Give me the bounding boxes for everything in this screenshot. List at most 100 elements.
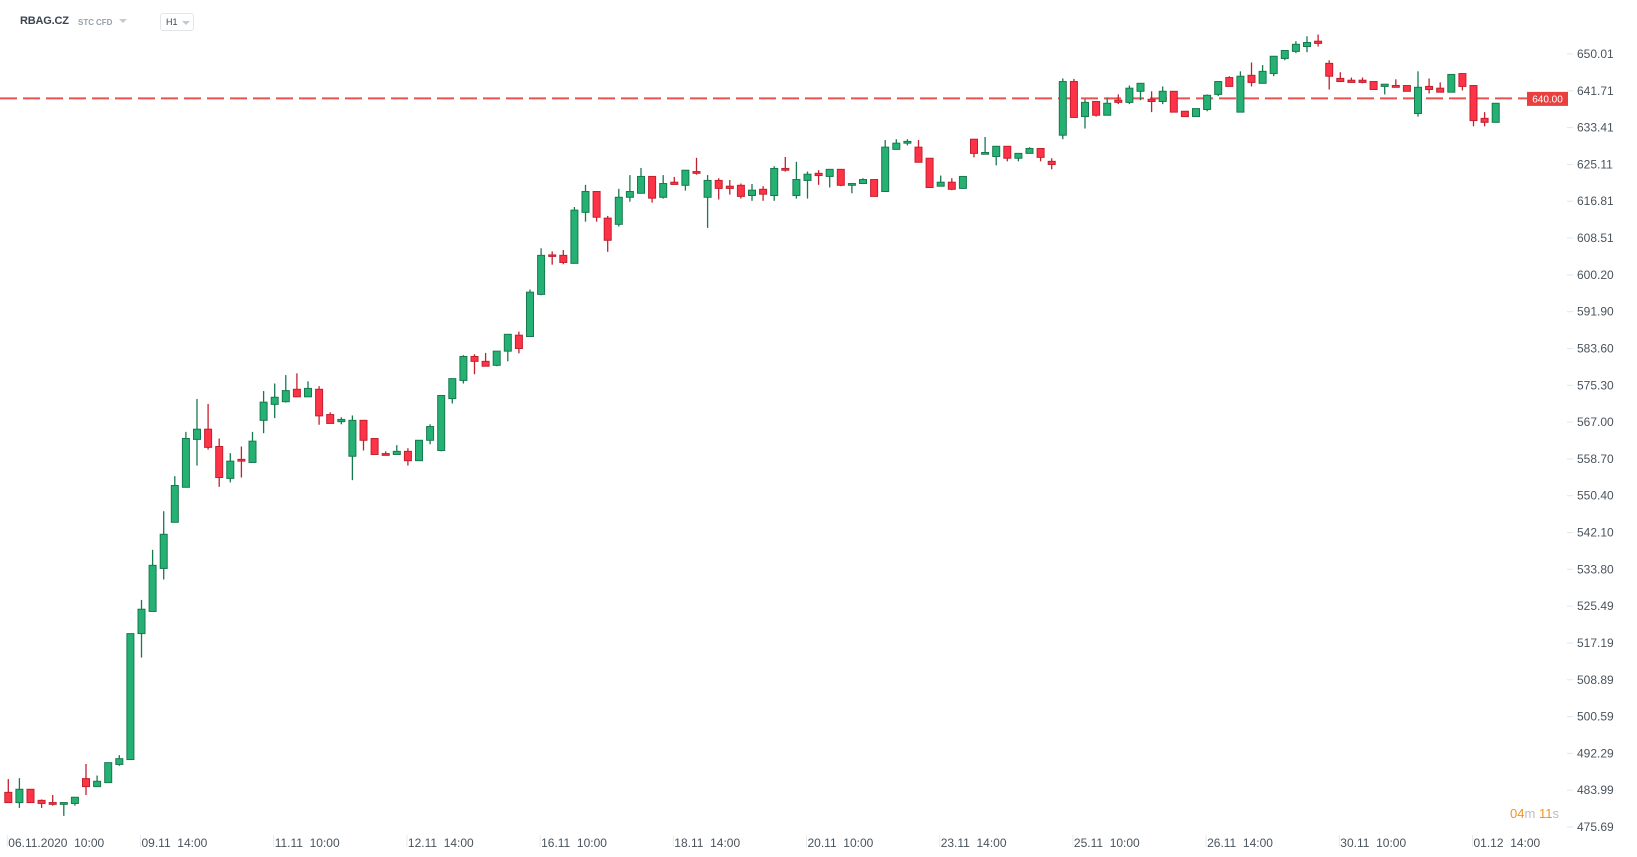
candle-down (1092, 100, 1101, 117)
candle-body (1325, 62, 1334, 77)
candle-body (1336, 77, 1345, 83)
candle-body (337, 418, 346, 423)
candle-down (759, 186, 768, 201)
x-tick-label: 12.11 14:00 (408, 836, 474, 850)
candle-down (592, 191, 601, 222)
candle-body (1025, 147, 1034, 154)
candle-down (1469, 85, 1478, 127)
candle-body (1258, 70, 1267, 84)
candle-body (859, 179, 867, 185)
candle-up (637, 168, 645, 194)
candle-body (70, 796, 79, 804)
candle-down (359, 419, 368, 451)
candle-body (381, 453, 390, 456)
candle-body (892, 142, 901, 150)
candle-down (1169, 90, 1178, 113)
candle-body (259, 401, 268, 421)
candle-body (503, 333, 512, 352)
candle-body (226, 460, 235, 479)
candle-body (870, 179, 879, 197)
candle-up (193, 399, 201, 466)
candle-up (1192, 108, 1200, 118)
candle-body (304, 387, 312, 398)
candle-down (1180, 110, 1189, 118)
symbol-name[interactable]: RBAG.CZ (20, 15, 69, 27)
candle-up (1291, 41, 1300, 54)
candle-body (1269, 55, 1278, 75)
symbol-dropdown-icon[interactable] (119, 19, 127, 23)
candle-down (781, 156, 790, 172)
candle-down (670, 176, 679, 185)
candle-down (381, 451, 390, 456)
y-tick-label: 616.81 (1577, 194, 1614, 208)
candle-up (847, 183, 856, 194)
candle-up (859, 178, 867, 185)
candle-body (1203, 94, 1212, 110)
candle-up (1414, 71, 1422, 117)
candle-down (204, 403, 213, 450)
timeframe-dropdown[interactable]: H1 (160, 13, 194, 31)
current-price-badge (1527, 91, 1568, 106)
candle-body (237, 458, 246, 462)
candle-body (847, 183, 856, 186)
candle-body (992, 145, 1001, 157)
candle-body (814, 172, 823, 177)
x-tick-label: 18.11 14:00 (674, 836, 740, 850)
candle-up (459, 355, 468, 384)
candle-down (514, 331, 523, 354)
candle-body (392, 450, 401, 455)
candle-body (1347, 79, 1356, 83)
candle-body (93, 780, 102, 788)
candle-up (126, 633, 135, 761)
candle-body (1447, 73, 1456, 93)
x-tick-label: 25.11 10:00 (1074, 836, 1140, 850)
candle-down (481, 352, 490, 367)
candle-body (825, 168, 834, 177)
candle-body (759, 188, 768, 195)
x-tick-label: 26.11 14:00 (1207, 836, 1273, 850)
y-tick-label: 591.90 (1577, 305, 1614, 319)
candle-body (1236, 75, 1245, 113)
candle-body (748, 189, 756, 197)
candle-up (1158, 86, 1167, 105)
candle-body (1192, 108, 1200, 118)
candle-body (836, 168, 845, 186)
candle-body (1147, 98, 1156, 102)
candle-up (448, 378, 457, 404)
candle-down (1225, 76, 1234, 87)
candle-body (415, 439, 423, 462)
candle-up (1125, 85, 1134, 105)
candle-body (148, 564, 157, 612)
candle-up (570, 207, 579, 264)
candle-up (1058, 78, 1067, 140)
candle-up (1014, 152, 1023, 162)
candle-up (93, 775, 102, 788)
candle-body (403, 450, 412, 462)
candle-body (26, 788, 35, 804)
candle-up (614, 188, 623, 227)
candle-body (1303, 42, 1311, 48)
y-tick-label: 483.99 (1577, 783, 1614, 797)
candle-down (1358, 77, 1367, 84)
candle-body (1480, 117, 1489, 123)
instrument-tag: STC (78, 18, 94, 27)
candle-up (1136, 82, 1145, 101)
candle-up (148, 549, 157, 612)
candle-up (270, 383, 279, 419)
candle-body (648, 175, 657, 199)
candle-down (736, 183, 745, 199)
candle-body (1280, 49, 1289, 59)
y-tick-label: 558.70 (1577, 452, 1614, 466)
y-tick-label: 542.10 (1577, 526, 1614, 540)
candle-down (1069, 78, 1078, 118)
candle-down (1314, 34, 1323, 47)
candle-body (1225, 77, 1234, 87)
candle-body (1036, 147, 1045, 158)
candle-body (537, 254, 546, 295)
x-tick-label: 01.12 14:00 (1474, 836, 1541, 850)
candle-up (803, 171, 812, 199)
candle-up (903, 139, 912, 146)
candle-body (781, 167, 790, 171)
candle-body (48, 802, 57, 805)
